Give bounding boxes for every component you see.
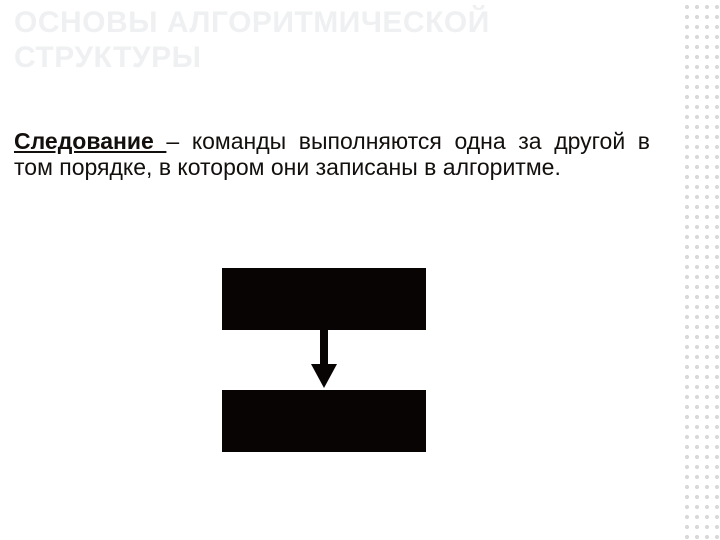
side-pattern [680,0,720,540]
sequence-diagram [222,268,426,452]
diagram-block-bottom [222,390,426,452]
body-paragraph: Следование – команды выполняются одна за… [14,128,650,181]
term: Следование [14,128,166,154]
arrow-down-icon [311,330,337,388]
diagram-block-top [222,268,426,330]
slide-title: ОСНОВЫ АЛГОРИТМИЧЕСКОЙ СТРУКТУРЫ [14,6,664,75]
slide: ОСНОВЫ АЛГОРИТМИЧЕСКОЙ СТРУКТУРЫ Следова… [0,0,720,540]
